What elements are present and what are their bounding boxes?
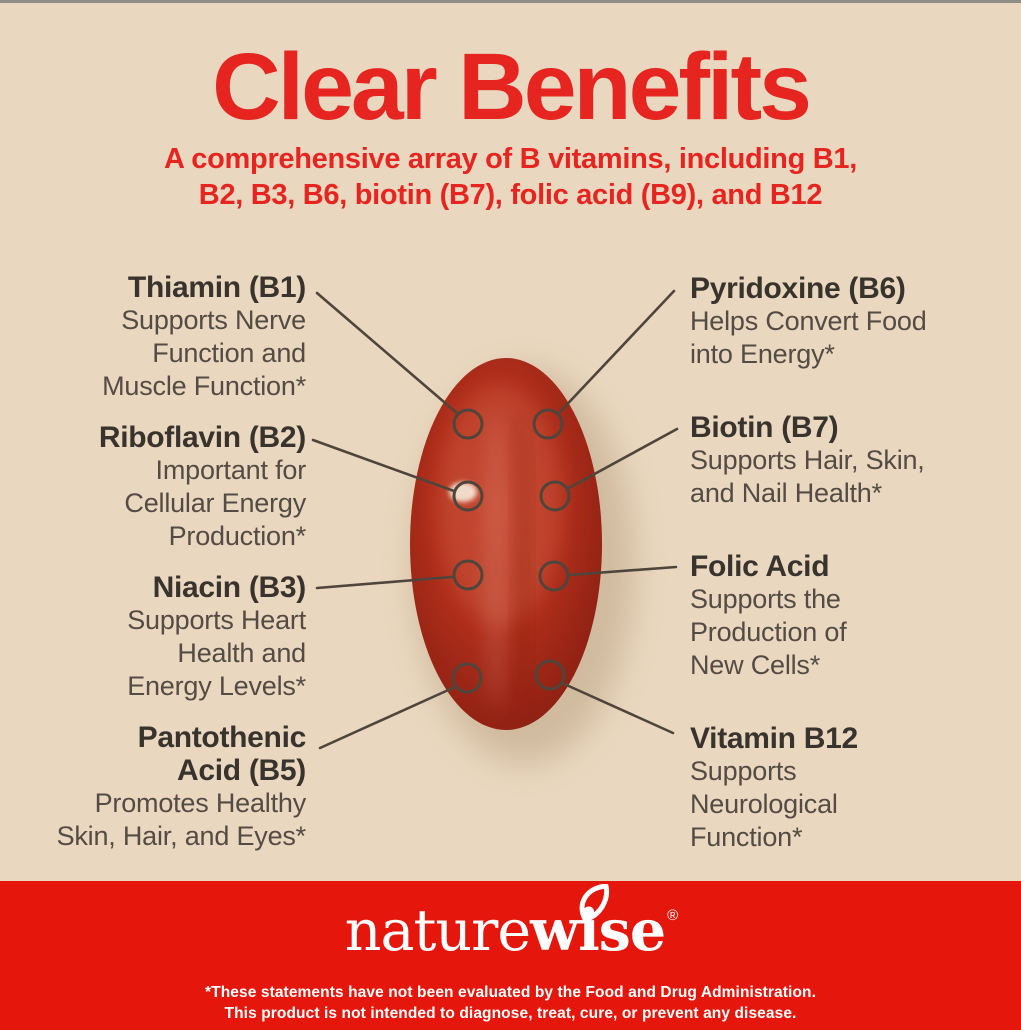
connector-circle-b7	[539, 480, 571, 512]
benefit-description-line: New Cells*	[690, 650, 821, 680]
capsule-streak	[484, 410, 508, 710]
footer-banner: naturewise ® *These statements have not b…	[0, 881, 1021, 1030]
capsule-seam	[515, 410, 529, 710]
benefit-niacin-b3: Niacin (B3) Supports Heart Health and En…	[16, 571, 306, 703]
benefit-heading: Biotin (B7)	[690, 411, 839, 444]
benefit-heading: Vitamin B12	[690, 722, 858, 755]
benefit-description-line: Production*	[168, 521, 307, 551]
brand-logo: naturewise ®	[344, 884, 679, 976]
benefit-heading: Pyridoxine (B6)	[690, 272, 906, 305]
benefit-description-line: Production of	[690, 617, 847, 647]
connector-lines	[311, 289, 679, 750]
leaf-icon	[579, 884, 610, 922]
connector-circle-b5	[451, 662, 483, 694]
connector-line-b2	[311, 438, 456, 493]
benefit-heading: Niacin (B3)	[152, 571, 307, 604]
connector-circle-b12	[534, 659, 566, 691]
benefit-heading: Thiamin (B1)	[127, 271, 306, 304]
connector-circle-b6	[532, 408, 564, 440]
benefit-description-line: Supports	[690, 756, 797, 786]
benefit-description-line: Supports Heart	[127, 605, 306, 635]
connector-line-b1	[315, 291, 460, 416]
benefit-description-line: Supports Hair, Skin,	[690, 445, 925, 475]
benefit-description-line: Muscle Function*	[102, 371, 306, 401]
benefit-description-line: and Nail Health*	[690, 478, 882, 508]
benefit-vitamin-b12: Vitamin B12 Supports Neurological Functi…	[690, 722, 990, 854]
benefit-thiamin-b1: Thiamin (B1) Supports Nerve Function and…	[16, 271, 306, 403]
benefit-description-line: Function*	[690, 822, 803, 852]
connector-circle-b2	[452, 480, 484, 512]
disclaimer-line-2: This product is not intended to diagnose…	[224, 1005, 797, 1022]
benefit-biotin-b7: Biotin (B7) Supports Hair, Skin, and Nai…	[690, 411, 990, 510]
registered-trademark-symbol: ®	[667, 907, 679, 924]
benefit-description-line: Function and	[152, 338, 306, 368]
connector-line-b6	[556, 289, 676, 416]
benefit-description-line: Cellular Energy	[124, 488, 306, 518]
benefits-column-left: Thiamin (B1) Supports Nerve Function and…	[16, 271, 307, 871]
benefit-heading: Riboflavin (B2)	[98, 421, 306, 454]
connector-line-b3	[315, 575, 454, 590]
benefit-description-line: Supports Nerve	[121, 305, 306, 335]
benefit-description-line: Important for	[155, 455, 307, 485]
subtitle-line-2: B2, B3, B6, biotin (B7), folic acid (B9)…	[198, 179, 823, 211]
benefit-heading: Folic Acid	[690, 550, 830, 583]
benefit-heading: Pantothenic	[137, 721, 307, 754]
connector-circle-folic	[538, 560, 570, 592]
page-title: Clear Benefits	[212, 34, 812, 140]
subtitle-line-1: A comprehensive array of B vitamins, inc…	[163, 143, 857, 175]
connector-line-b12	[560, 681, 675, 735]
benefit-description-line: Supports the	[690, 584, 841, 614]
connector-circle-b1	[452, 408, 484, 440]
brand-name-nature: nature	[344, 898, 531, 964]
connector-line-b7	[565, 427, 679, 491]
connector-line-folic	[567, 565, 678, 577]
benefit-description-line: Helps Convert Food	[690, 306, 927, 336]
benefit-description-line: into Energy*	[690, 339, 835, 369]
benefit-description-line: Energy Levels*	[127, 671, 306, 701]
disclaimer-line-1: *These statements have not been evaluate…	[205, 984, 816, 1001]
benefit-description-line: Promotes Healthy	[94, 788, 307, 818]
connector-circles	[451, 408, 571, 694]
connector-line-b5	[318, 685, 457, 750]
benefit-pyridoxine-b6: Pyridoxine (B6) Helps Convert Food into …	[690, 272, 990, 371]
benefit-pantothenic-acid-b5: Pantothenic Acid (B5) Promotes Healthy S…	[16, 721, 307, 853]
benefit-description-line: Skin, Hair, and Eyes*	[56, 821, 307, 851]
benefit-heading: Acid (B5)	[177, 754, 306, 787]
benefit-folic-acid: Folic Acid Supports the Production of Ne…	[690, 550, 990, 682]
connector-circle-b3	[452, 559, 484, 591]
benefits-column-right: Pyridoxine (B6) Helps Convert Food into …	[690, 272, 990, 894]
top-border-line	[0, 0, 1021, 3]
benefit-description-line: Neurological	[690, 789, 838, 819]
benefit-riboflavin-b2: Riboflavin (B2) Important for Cellular E…	[16, 421, 306, 553]
benefit-description-line: Health and	[177, 638, 306, 668]
